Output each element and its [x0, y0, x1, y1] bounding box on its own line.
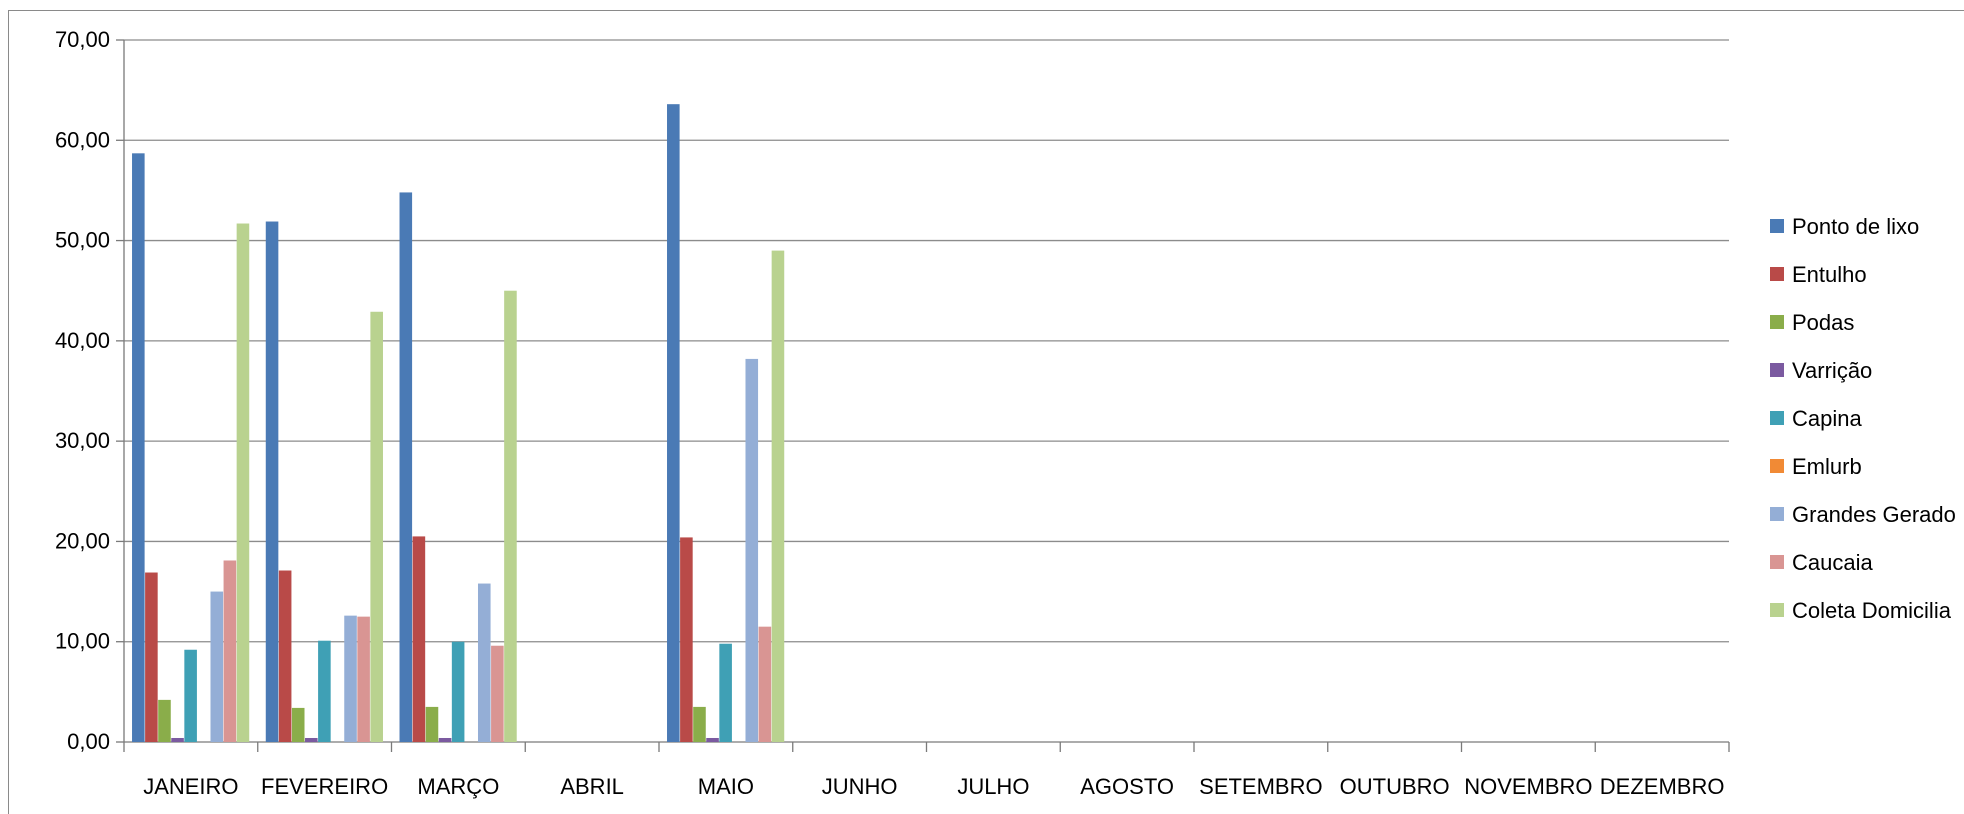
x-tick-label: JULHO: [957, 774, 1029, 799]
bar: [210, 591, 224, 742]
bar: [745, 358, 759, 742]
x-tick-label: ABRIL: [560, 774, 624, 799]
bar: [223, 560, 237, 742]
y-tick-label: 10,00: [55, 629, 110, 654]
bar: [771, 250, 785, 742]
legend-label: Coleta Domicilia: [1792, 598, 1952, 623]
bar: [412, 536, 426, 742]
bar: [158, 699, 171, 742]
legend-swatch: [1770, 507, 1784, 521]
x-tick-label: JUNHO: [822, 774, 898, 799]
bar: [370, 311, 383, 742]
legend-swatch: [1770, 411, 1784, 425]
bar: [132, 153, 145, 742]
legend-label: Emlurb: [1792, 454, 1862, 479]
x-tick-label: OUTUBRO: [1340, 774, 1450, 799]
chart-frame: [8, 10, 1964, 814]
x-tick-label: DEZEMBRO: [1600, 774, 1725, 799]
y-tick-label: 70,00: [55, 27, 110, 52]
legend-label: Entulho: [1792, 262, 1867, 287]
legend-label: Capina: [1792, 406, 1862, 431]
bar: [680, 537, 693, 742]
bar: [693, 706, 706, 742]
legend-swatch: [1770, 315, 1784, 329]
bar: [291, 707, 305, 742]
y-tick-label: 60,00: [55, 127, 110, 152]
legend-label: Ponto de lixo: [1792, 214, 1919, 239]
y-tick-label: 30,00: [55, 428, 110, 453]
bar: [425, 706, 439, 742]
x-tick-label: MAIO: [698, 774, 754, 799]
y-tick-label: 20,00: [55, 528, 110, 553]
bar: [438, 737, 452, 742]
legend-label: Podas: [1792, 310, 1854, 335]
bar: [491, 645, 504, 742]
bar: [667, 104, 680, 743]
bar: [706, 737, 719, 742]
x-tick-label: AGOSTO: [1080, 774, 1174, 799]
legend-swatch: [1770, 363, 1784, 377]
bar: [399, 192, 413, 742]
legend-swatch: [1770, 603, 1784, 617]
bar: [719, 643, 732, 742]
x-tick-label: MARÇO: [417, 774, 499, 799]
x-tick-label: SETEMBRO: [1199, 774, 1322, 799]
y-tick-label: 40,00: [55, 328, 110, 353]
bar: [451, 641, 465, 742]
x-tick-label: JANEIRO: [143, 774, 238, 799]
bar: [305, 737, 318, 742]
bar: [171, 737, 184, 742]
y-tick-label: 50,00: [55, 228, 110, 253]
x-tick-label: FEVEREIRO: [261, 774, 388, 799]
legend-swatch: [1770, 459, 1784, 473]
x-tick-label: NOVEMBRO: [1464, 774, 1592, 799]
legend-swatch: [1770, 555, 1784, 569]
legend-swatch: [1770, 267, 1784, 281]
legend-label: Varrição: [1792, 358, 1872, 383]
legend-label: Caucaia: [1792, 550, 1873, 575]
bar: [357, 616, 370, 742]
bar: [265, 221, 279, 742]
bar: [477, 583, 491, 742]
bar: [504, 290, 517, 742]
bar: [758, 626, 772, 742]
bar: [344, 615, 357, 742]
bar: [318, 640, 331, 742]
y-tick-label: 0,00: [67, 729, 110, 754]
legend-label: Grandes Gerado: [1792, 502, 1956, 527]
legend-swatch: [1770, 219, 1784, 233]
bar: [278, 570, 292, 742]
bar: [184, 649, 197, 742]
bar: [236, 223, 250, 742]
bar: [145, 572, 158, 742]
